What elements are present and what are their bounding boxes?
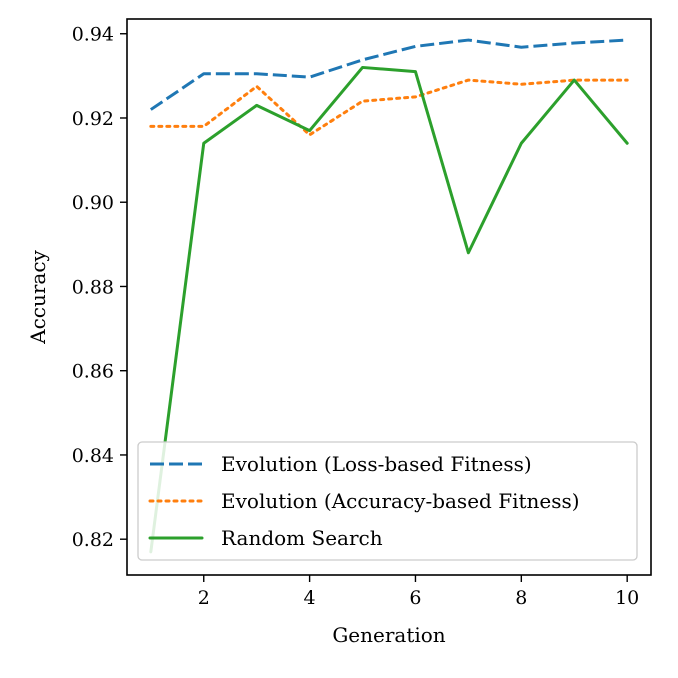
series-layer: [149, 38, 629, 554]
legend-box: [137, 441, 638, 561]
x-axis-label: Generation: [332, 623, 445, 647]
x-axis: 2 4 6 8 10: [198, 575, 639, 609]
legend-label-1: Evolution (Loss-based Fitness): [221, 452, 532, 476]
series-line-1: [149, 38, 628, 111]
y-tick-label: 0.92: [72, 108, 114, 130]
x-tick-label: 8: [515, 587, 527, 609]
y-tick-label: 0.84: [72, 445, 114, 467]
legend-label-3: Random Search: [221, 526, 383, 550]
x-tick-label: 6: [409, 587, 421, 609]
x-tick-label: 2: [198, 587, 210, 609]
series-line-2: [149, 78, 629, 137]
y-tick-label: 0.82: [72, 529, 114, 551]
y-tick-label: 0.94: [72, 24, 114, 46]
y-axis-label: Accuracy: [26, 249, 50, 344]
y-tick-label: 0.90: [72, 192, 114, 214]
x-tick-label: 4: [304, 587, 316, 609]
y-axis: 0.82 0.84 0.86 0.88 0.90 0.92 0.94: [72, 24, 127, 551]
legend: Evolution (Loss-based Fitness) Evolution …: [137, 441, 638, 561]
y-tick-label: 0.88: [72, 276, 114, 298]
plot-area-frame: [126, 18, 652, 576]
legend-label-2: Evolution (Accuracy-based Fitness): [221, 489, 580, 513]
y-tick-label: 0.86: [72, 361, 114, 383]
series-line-3: [149, 65, 629, 554]
x-tick-label: 10: [615, 587, 639, 609]
